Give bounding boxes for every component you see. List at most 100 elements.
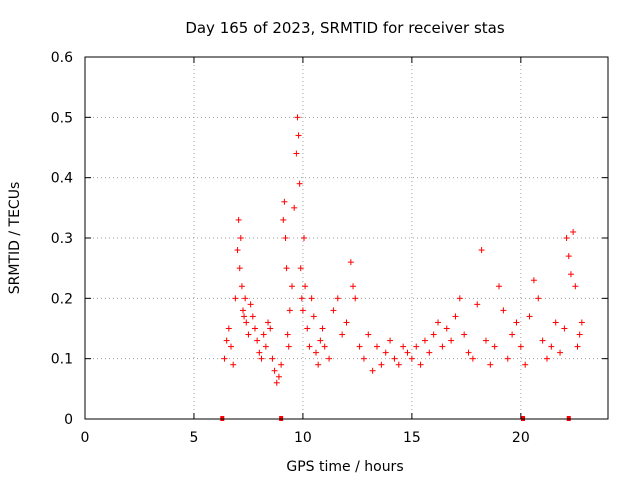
data-point bbox=[572, 283, 579, 290]
data-point bbox=[552, 319, 559, 326]
data-point bbox=[352, 295, 359, 302]
data-point bbox=[378, 361, 385, 368]
data-point bbox=[426, 349, 433, 356]
data-point bbox=[526, 313, 533, 320]
data-point bbox=[280, 216, 287, 223]
data-point bbox=[504, 355, 511, 362]
data-point bbox=[465, 349, 472, 356]
data-point bbox=[297, 265, 304, 272]
data-point bbox=[225, 325, 232, 332]
data-point bbox=[496, 283, 503, 290]
data-point bbox=[223, 337, 230, 344]
data-point bbox=[306, 343, 313, 350]
data-points bbox=[221, 114, 585, 386]
data-point bbox=[283, 265, 290, 272]
y-tick-label: 0 bbox=[64, 412, 73, 428]
data-point bbox=[317, 337, 324, 344]
data-point bbox=[539, 337, 546, 344]
data-point bbox=[236, 265, 243, 272]
data-point bbox=[275, 373, 282, 380]
data-point bbox=[452, 313, 459, 320]
data-point bbox=[443, 325, 450, 332]
data-point bbox=[289, 283, 296, 290]
data-point bbox=[278, 361, 285, 368]
data-point bbox=[395, 361, 402, 368]
data-point bbox=[304, 325, 311, 332]
data-point bbox=[234, 247, 241, 254]
data-point bbox=[295, 132, 302, 139]
data-point bbox=[563, 235, 570, 241]
data-point bbox=[439, 343, 446, 350]
data-point bbox=[310, 313, 317, 320]
x-axis-label: GPS time / hours bbox=[286, 459, 403, 475]
data-point bbox=[299, 307, 306, 314]
y-tick-label: 0.1 bbox=[51, 352, 73, 368]
data-point bbox=[254, 337, 261, 344]
data-point bbox=[517, 343, 524, 350]
data-point bbox=[298, 295, 305, 302]
data-point bbox=[347, 259, 354, 266]
data-point bbox=[293, 150, 300, 157]
data-point bbox=[232, 295, 239, 302]
data-point bbox=[238, 283, 245, 290]
data-point bbox=[482, 337, 489, 344]
data-point bbox=[312, 349, 319, 356]
data-point bbox=[235, 216, 242, 223]
data-point bbox=[241, 313, 248, 320]
data-point bbox=[319, 325, 326, 332]
data-point bbox=[500, 307, 507, 314]
data-point bbox=[404, 349, 411, 356]
data-point bbox=[282, 235, 289, 241]
data-point bbox=[576, 331, 583, 338]
data-point bbox=[271, 367, 278, 374]
data-point bbox=[430, 331, 437, 338]
data-point bbox=[284, 331, 291, 338]
data-point bbox=[469, 355, 476, 362]
data-point bbox=[230, 361, 237, 368]
data-point bbox=[461, 331, 468, 338]
data-point bbox=[221, 355, 228, 362]
data-point bbox=[251, 325, 258, 332]
axes: 0 0.1 0.2 0.3 0.4 0.5 0.6 0 5 10 15 20 bbox=[51, 50, 609, 446]
data-point bbox=[513, 319, 520, 326]
x-tick-label: 20 bbox=[512, 430, 530, 446]
data-point bbox=[400, 343, 407, 350]
data-point bbox=[413, 343, 420, 350]
data-point bbox=[286, 307, 293, 314]
y-tick-label: 0.6 bbox=[51, 50, 73, 66]
data-point bbox=[281, 198, 288, 205]
data-point bbox=[509, 331, 516, 338]
data-point bbox=[321, 343, 328, 350]
data-point bbox=[561, 325, 568, 332]
y-tick-label: 0.2 bbox=[51, 291, 73, 307]
data-point bbox=[421, 337, 428, 344]
data-point bbox=[570, 228, 577, 235]
data-point bbox=[245, 331, 252, 338]
data-point bbox=[249, 313, 256, 320]
data-point bbox=[302, 283, 309, 290]
data-point bbox=[417, 361, 424, 368]
data-point bbox=[256, 349, 263, 356]
data-point bbox=[228, 343, 235, 350]
data-point bbox=[247, 301, 254, 308]
x-tick-label: 5 bbox=[189, 430, 198, 446]
data-point bbox=[491, 343, 498, 350]
data-point bbox=[308, 295, 315, 302]
data-point bbox=[574, 343, 581, 350]
chart-title: Day 165 of 2023, SRMTID for receiver sta… bbox=[185, 19, 505, 37]
data-point bbox=[285, 343, 292, 350]
data-point bbox=[382, 349, 389, 356]
x-tick-label: 15 bbox=[403, 430, 421, 446]
data-point bbox=[578, 319, 585, 326]
data-point bbox=[543, 355, 550, 362]
y-tick-label: 0.5 bbox=[51, 110, 73, 126]
x-tick-label: 10 bbox=[294, 430, 312, 446]
data-point bbox=[334, 295, 341, 302]
data-point bbox=[567, 271, 574, 278]
data-point bbox=[242, 295, 249, 302]
data-point bbox=[365, 331, 372, 338]
data-point bbox=[330, 307, 337, 314]
data-point bbox=[456, 295, 463, 302]
data-point bbox=[269, 355, 276, 362]
data-point bbox=[273, 379, 280, 386]
